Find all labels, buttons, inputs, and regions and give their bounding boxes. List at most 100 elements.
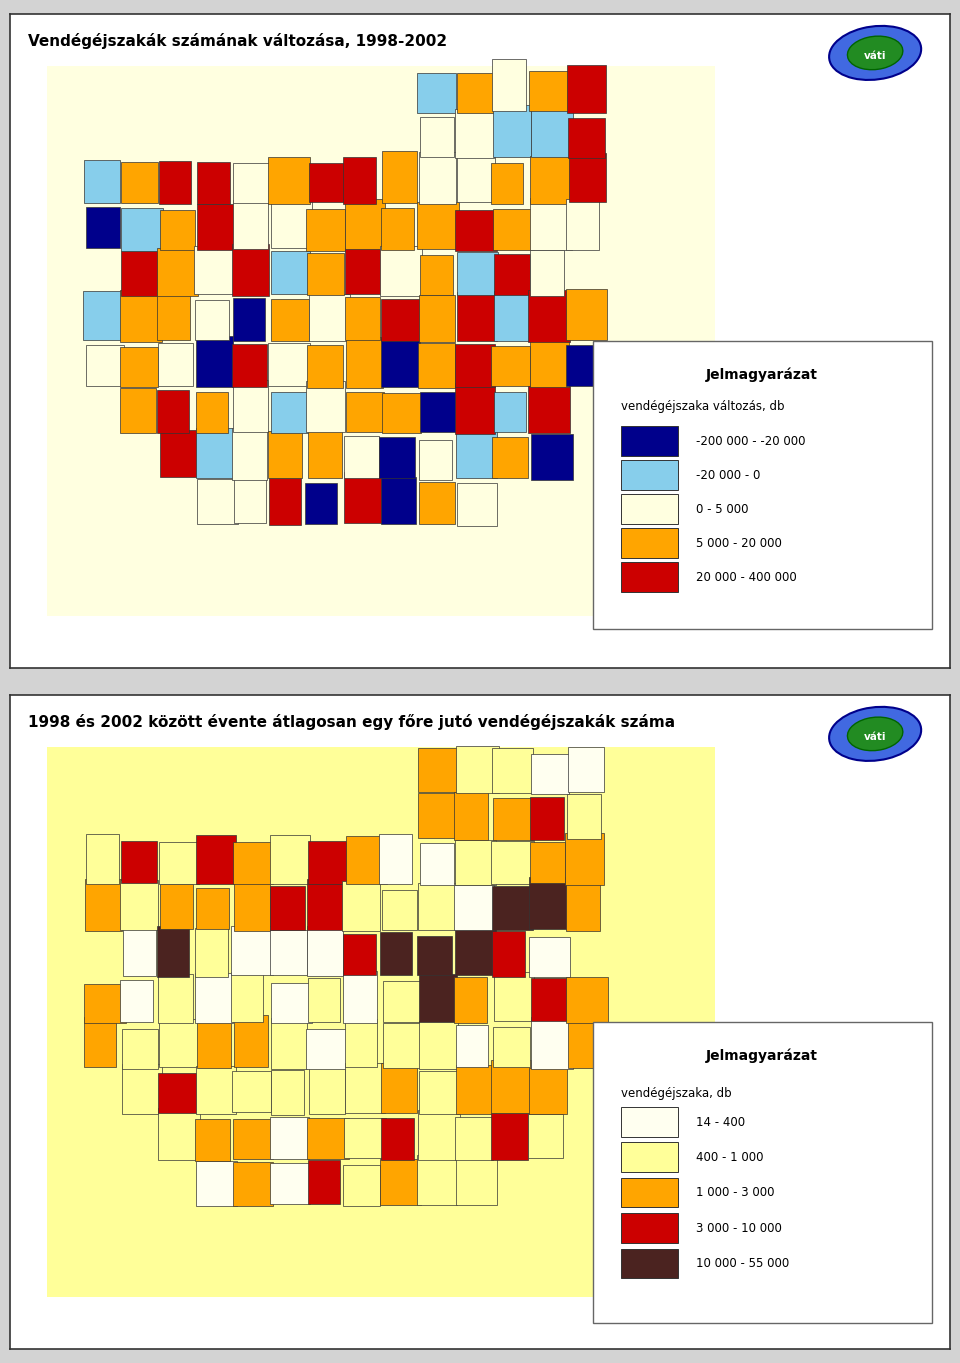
FancyBboxPatch shape xyxy=(159,161,191,204)
FancyBboxPatch shape xyxy=(621,1142,678,1172)
FancyBboxPatch shape xyxy=(457,483,497,526)
FancyBboxPatch shape xyxy=(383,981,422,1022)
FancyBboxPatch shape xyxy=(197,478,238,523)
FancyBboxPatch shape xyxy=(121,162,158,203)
FancyBboxPatch shape xyxy=(196,335,233,387)
FancyBboxPatch shape xyxy=(234,882,270,931)
FancyBboxPatch shape xyxy=(379,834,413,883)
FancyBboxPatch shape xyxy=(195,300,229,341)
FancyBboxPatch shape xyxy=(309,1063,345,1114)
FancyBboxPatch shape xyxy=(494,972,535,1021)
FancyBboxPatch shape xyxy=(344,1118,386,1159)
FancyBboxPatch shape xyxy=(157,248,198,297)
FancyBboxPatch shape xyxy=(307,1118,349,1159)
FancyBboxPatch shape xyxy=(270,1163,310,1204)
FancyBboxPatch shape xyxy=(84,161,120,203)
FancyBboxPatch shape xyxy=(530,155,570,204)
FancyBboxPatch shape xyxy=(493,105,531,157)
FancyBboxPatch shape xyxy=(120,290,162,342)
FancyBboxPatch shape xyxy=(529,1067,566,1115)
FancyBboxPatch shape xyxy=(492,747,533,793)
Text: 400 - 1 000: 400 - 1 000 xyxy=(696,1150,764,1164)
FancyBboxPatch shape xyxy=(419,343,455,387)
FancyBboxPatch shape xyxy=(381,477,416,525)
FancyBboxPatch shape xyxy=(567,793,601,838)
FancyBboxPatch shape xyxy=(306,209,345,251)
FancyBboxPatch shape xyxy=(345,1020,377,1067)
FancyBboxPatch shape xyxy=(343,1165,380,1205)
FancyBboxPatch shape xyxy=(456,1025,489,1067)
FancyBboxPatch shape xyxy=(196,834,236,885)
FancyBboxPatch shape xyxy=(86,345,124,386)
Text: 0 - 5 000: 0 - 5 000 xyxy=(696,503,749,515)
FancyBboxPatch shape xyxy=(231,244,269,296)
FancyBboxPatch shape xyxy=(417,936,452,975)
FancyBboxPatch shape xyxy=(345,297,380,341)
FancyBboxPatch shape xyxy=(529,876,568,930)
FancyBboxPatch shape xyxy=(531,1017,573,1069)
FancyBboxPatch shape xyxy=(565,833,604,885)
FancyBboxPatch shape xyxy=(565,976,608,1024)
FancyBboxPatch shape xyxy=(84,984,126,1024)
FancyBboxPatch shape xyxy=(455,383,494,433)
FancyBboxPatch shape xyxy=(532,433,573,480)
FancyBboxPatch shape xyxy=(120,880,158,931)
FancyBboxPatch shape xyxy=(531,754,568,793)
FancyBboxPatch shape xyxy=(621,427,678,455)
Text: 10 000 - 55 000: 10 000 - 55 000 xyxy=(696,1257,790,1270)
FancyBboxPatch shape xyxy=(381,1063,417,1114)
FancyBboxPatch shape xyxy=(420,1071,459,1114)
FancyBboxPatch shape xyxy=(380,932,412,975)
FancyBboxPatch shape xyxy=(491,1060,531,1112)
FancyBboxPatch shape xyxy=(382,394,420,433)
FancyBboxPatch shape xyxy=(197,162,230,204)
FancyBboxPatch shape xyxy=(530,198,572,251)
FancyBboxPatch shape xyxy=(305,1029,348,1069)
FancyBboxPatch shape xyxy=(196,393,228,433)
FancyBboxPatch shape xyxy=(197,428,234,478)
FancyBboxPatch shape xyxy=(158,1108,200,1160)
FancyBboxPatch shape xyxy=(196,928,228,976)
FancyBboxPatch shape xyxy=(121,841,157,883)
FancyBboxPatch shape xyxy=(346,1063,385,1114)
FancyBboxPatch shape xyxy=(269,343,310,386)
FancyBboxPatch shape xyxy=(159,1020,199,1067)
FancyBboxPatch shape xyxy=(231,925,274,976)
FancyBboxPatch shape xyxy=(621,529,678,557)
FancyBboxPatch shape xyxy=(621,1249,678,1278)
FancyBboxPatch shape xyxy=(492,1114,528,1160)
FancyBboxPatch shape xyxy=(455,1116,492,1160)
FancyBboxPatch shape xyxy=(271,983,312,1024)
FancyBboxPatch shape xyxy=(344,934,376,975)
FancyBboxPatch shape xyxy=(344,436,379,477)
FancyBboxPatch shape xyxy=(233,1161,273,1206)
FancyBboxPatch shape xyxy=(195,973,232,1022)
FancyBboxPatch shape xyxy=(456,747,498,793)
FancyBboxPatch shape xyxy=(156,925,189,977)
FancyBboxPatch shape xyxy=(493,393,526,432)
FancyBboxPatch shape xyxy=(270,886,304,931)
FancyBboxPatch shape xyxy=(233,298,265,341)
FancyBboxPatch shape xyxy=(621,1178,678,1208)
FancyBboxPatch shape xyxy=(346,393,384,432)
FancyBboxPatch shape xyxy=(418,1109,460,1160)
Text: Jelmagyarázat: Jelmagyarázat xyxy=(707,1048,818,1063)
Text: 1998 és 2002 között évente átlagosan egy főre jutó vendégéjszakák száma: 1998 és 2002 között évente átlagosan egy… xyxy=(29,714,676,731)
FancyBboxPatch shape xyxy=(85,879,122,931)
FancyBboxPatch shape xyxy=(197,1015,231,1067)
FancyBboxPatch shape xyxy=(593,1022,931,1323)
FancyBboxPatch shape xyxy=(566,289,608,339)
FancyBboxPatch shape xyxy=(530,251,564,296)
FancyBboxPatch shape xyxy=(621,495,678,523)
FancyBboxPatch shape xyxy=(157,288,189,341)
FancyBboxPatch shape xyxy=(232,1071,271,1112)
FancyBboxPatch shape xyxy=(417,1154,457,1205)
Text: vendégéjszaka, db: vendégéjszaka, db xyxy=(621,1088,732,1100)
FancyBboxPatch shape xyxy=(272,251,310,294)
FancyBboxPatch shape xyxy=(120,980,153,1022)
FancyBboxPatch shape xyxy=(531,108,573,157)
FancyBboxPatch shape xyxy=(83,292,121,339)
FancyBboxPatch shape xyxy=(418,748,457,792)
FancyBboxPatch shape xyxy=(492,59,526,110)
FancyBboxPatch shape xyxy=(197,204,238,251)
